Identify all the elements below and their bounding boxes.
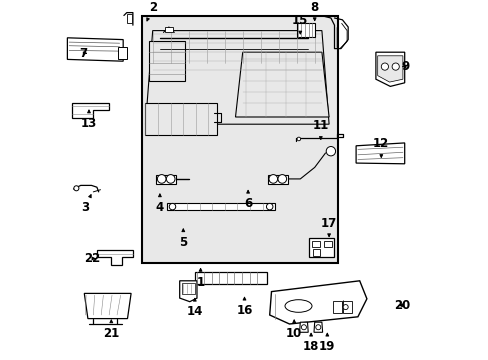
Bar xyxy=(296,23,315,37)
Circle shape xyxy=(391,63,399,70)
Polygon shape xyxy=(145,31,328,124)
Text: 16: 16 xyxy=(236,297,252,317)
Bar xyxy=(156,175,176,184)
Text: 20: 20 xyxy=(393,299,409,312)
Bar xyxy=(309,238,334,257)
Polygon shape xyxy=(313,322,322,332)
Text: 18: 18 xyxy=(302,333,319,353)
Bar xyxy=(312,249,320,256)
Circle shape xyxy=(166,175,175,183)
Text: 1: 1 xyxy=(196,269,204,289)
Text: 2: 2 xyxy=(146,1,157,21)
Text: 10: 10 xyxy=(285,320,302,340)
Polygon shape xyxy=(67,38,123,61)
Polygon shape xyxy=(355,143,404,164)
Text: 17: 17 xyxy=(320,217,337,237)
Polygon shape xyxy=(97,250,133,265)
Circle shape xyxy=(266,203,272,210)
Text: 13: 13 xyxy=(81,110,97,130)
Text: 22: 22 xyxy=(84,252,101,265)
Text: 3: 3 xyxy=(81,195,91,214)
Polygon shape xyxy=(235,52,328,117)
Bar xyxy=(332,301,341,313)
Polygon shape xyxy=(145,103,217,135)
Circle shape xyxy=(157,175,166,183)
Bar xyxy=(343,301,352,313)
Circle shape xyxy=(381,63,387,70)
Polygon shape xyxy=(299,322,307,332)
Polygon shape xyxy=(118,47,126,59)
Polygon shape xyxy=(149,41,185,81)
Bar xyxy=(126,14,132,23)
Bar xyxy=(167,203,275,210)
Ellipse shape xyxy=(285,300,311,312)
Text: 12: 12 xyxy=(372,138,388,157)
Bar xyxy=(311,241,320,247)
Circle shape xyxy=(296,137,300,141)
Circle shape xyxy=(315,325,320,330)
Bar xyxy=(194,272,266,284)
Text: 4: 4 xyxy=(156,194,163,214)
Bar xyxy=(323,241,331,247)
Polygon shape xyxy=(72,103,109,118)
Bar xyxy=(165,27,172,32)
Polygon shape xyxy=(84,293,131,319)
Bar xyxy=(182,283,194,294)
Text: 19: 19 xyxy=(319,333,335,353)
Text: 14: 14 xyxy=(186,298,203,318)
Text: 8: 8 xyxy=(310,1,318,21)
Circle shape xyxy=(169,203,175,210)
Polygon shape xyxy=(375,52,404,86)
Text: 7: 7 xyxy=(79,47,87,60)
Circle shape xyxy=(343,305,347,310)
Text: 6: 6 xyxy=(244,190,252,210)
Bar xyxy=(267,175,287,184)
Text: 9: 9 xyxy=(401,60,409,73)
Text: 5: 5 xyxy=(179,229,187,249)
Text: 21: 21 xyxy=(103,320,119,340)
Circle shape xyxy=(268,175,277,183)
Polygon shape xyxy=(269,281,366,324)
Text: 11: 11 xyxy=(312,120,328,139)
Text: 15: 15 xyxy=(291,14,308,34)
Polygon shape xyxy=(377,56,402,82)
Circle shape xyxy=(277,175,286,183)
Bar xyxy=(142,16,337,263)
Circle shape xyxy=(74,186,79,191)
Polygon shape xyxy=(179,281,197,302)
Circle shape xyxy=(325,147,335,156)
Circle shape xyxy=(301,325,306,330)
